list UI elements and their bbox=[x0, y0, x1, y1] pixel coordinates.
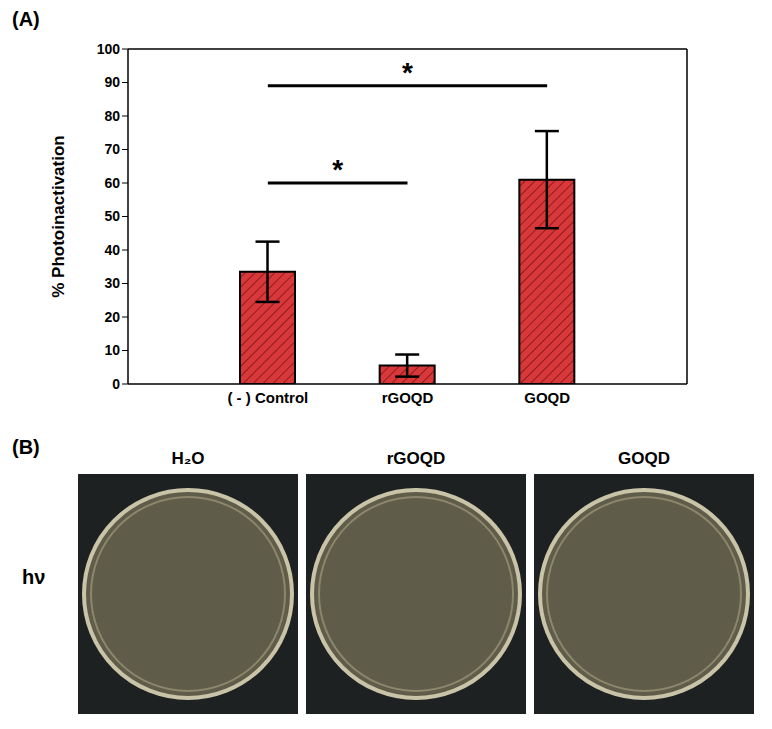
svg-text:hν: hν bbox=[22, 566, 45, 588]
svg-text:rGOQD: rGOQD bbox=[382, 389, 434, 406]
svg-text:70: 70 bbox=[104, 141, 120, 157]
svg-text:0: 0 bbox=[112, 376, 120, 392]
svg-text:GOQD: GOQD bbox=[524, 389, 570, 406]
svg-text:40: 40 bbox=[104, 242, 120, 258]
svg-text:% Photoinactivation: % Photoinactivation bbox=[49, 135, 68, 297]
svg-text:( - ) Control: ( - ) Control bbox=[227, 389, 308, 406]
svg-text:30: 30 bbox=[104, 275, 120, 291]
svg-text:20: 20 bbox=[104, 309, 120, 325]
svg-text:rGOQD: rGOQD bbox=[387, 449, 446, 468]
svg-text:60: 60 bbox=[104, 175, 120, 191]
svg-text:GOQD: GOQD bbox=[618, 449, 670, 468]
svg-text:80: 80 bbox=[104, 108, 120, 124]
svg-text:*: * bbox=[402, 57, 413, 88]
svg-text:H₂O: H₂O bbox=[171, 449, 204, 468]
svg-text:(B): (B) bbox=[12, 436, 40, 458]
svg-text:*: * bbox=[332, 154, 343, 185]
html-text:(A): (A) bbox=[12, 8, 40, 30]
svg-text:90: 90 bbox=[104, 74, 120, 90]
svg-text:50: 50 bbox=[104, 208, 120, 224]
svg-text:10: 10 bbox=[104, 342, 120, 358]
svg-text:100: 100 bbox=[97, 41, 121, 57]
